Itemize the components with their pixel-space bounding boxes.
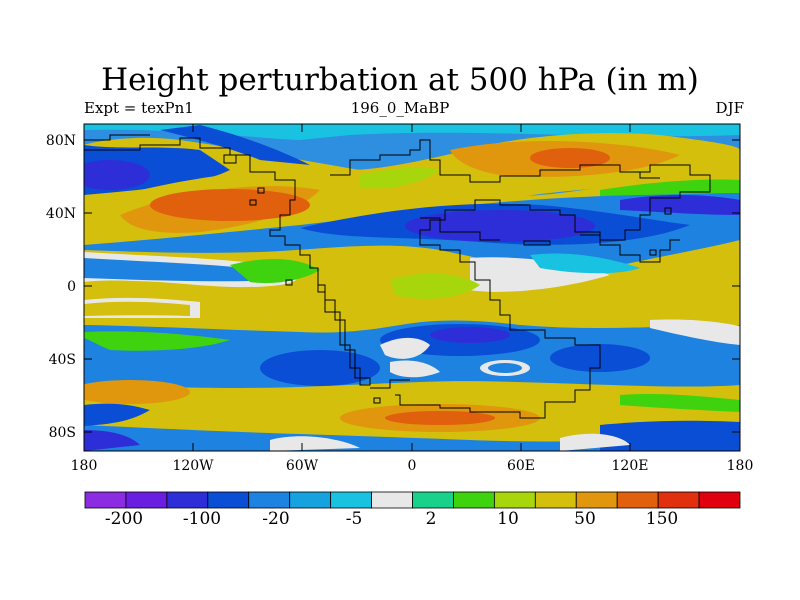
colorbar-label-neg200: -200 [105, 509, 143, 529]
lon-labels: 180 120W 60W 0 60E 120E 180 [71, 458, 754, 474]
colorbar-swatch [371, 491, 413, 509]
colorbar-swatch [330, 491, 372, 509]
lon-label-120e: 120E [612, 458, 649, 474]
lat-labels: 80N 40N 0 40S 80S [46, 133, 76, 441]
colorbar-swatch [207, 491, 250, 509]
colorbar-labels: -200 -100 -20 -5 2 10 50 150 [105, 509, 678, 529]
lat-label-80s: 80S [49, 425, 76, 441]
lat-label-40n: 40N [46, 206, 76, 222]
lon-label-60e: 60E [507, 458, 535, 474]
lat-label-40s: 40S [49, 352, 76, 368]
lon-label-60w: 60W [286, 458, 319, 474]
coastlines [84, 134, 711, 419]
map-field [84, 124, 740, 451]
colorbar-swatch [166, 491, 209, 509]
colorbar-swatch [412, 491, 454, 509]
colorbar-label-50: 50 [574, 509, 596, 529]
colorbar-swatch [534, 491, 577, 509]
period-label: 196_0_MaBP [350, 99, 450, 117]
colorbar-label-neg5: -5 [346, 509, 363, 529]
colorbar-swatch [125, 491, 168, 509]
colorbar-swatch [289, 491, 332, 509]
colorbar-swatch [698, 491, 741, 509]
colorbar-label-neg20: -20 [262, 509, 289, 529]
colorbar-swatch [657, 491, 700, 509]
colorbar-label-10: 10 [497, 509, 519, 529]
experiment-label: Expt = texPn1 [84, 99, 194, 117]
lon-label-180e: 180 [727, 458, 754, 474]
colorbar-swatch [248, 491, 291, 509]
season-label: DJF [715, 99, 744, 117]
colorbar-label-150: 150 [646, 509, 678, 529]
colorbar-swatch [453, 491, 495, 509]
lon-label-180w: 180 [71, 458, 98, 474]
lat-label-eq: 0 [67, 279, 76, 295]
lat-label-80n: 80N [46, 133, 76, 149]
colorbar-label-neg100: -100 [183, 509, 221, 529]
colorbar-swatch [616, 491, 659, 509]
colorbar-swatch [493, 491, 536, 509]
colorbar-swatch [575, 491, 618, 509]
colorbar-label-2: 2 [426, 509, 437, 529]
colorbar [84, 491, 741, 509]
map-title: Height perturbation at 500 hPa (in m) [101, 62, 699, 98]
colorbar-swatch [84, 491, 127, 509]
lon-label-0: 0 [408, 458, 417, 474]
lon-label-120w: 120W [172, 458, 214, 474]
axis-ticks [83, 124, 741, 451]
